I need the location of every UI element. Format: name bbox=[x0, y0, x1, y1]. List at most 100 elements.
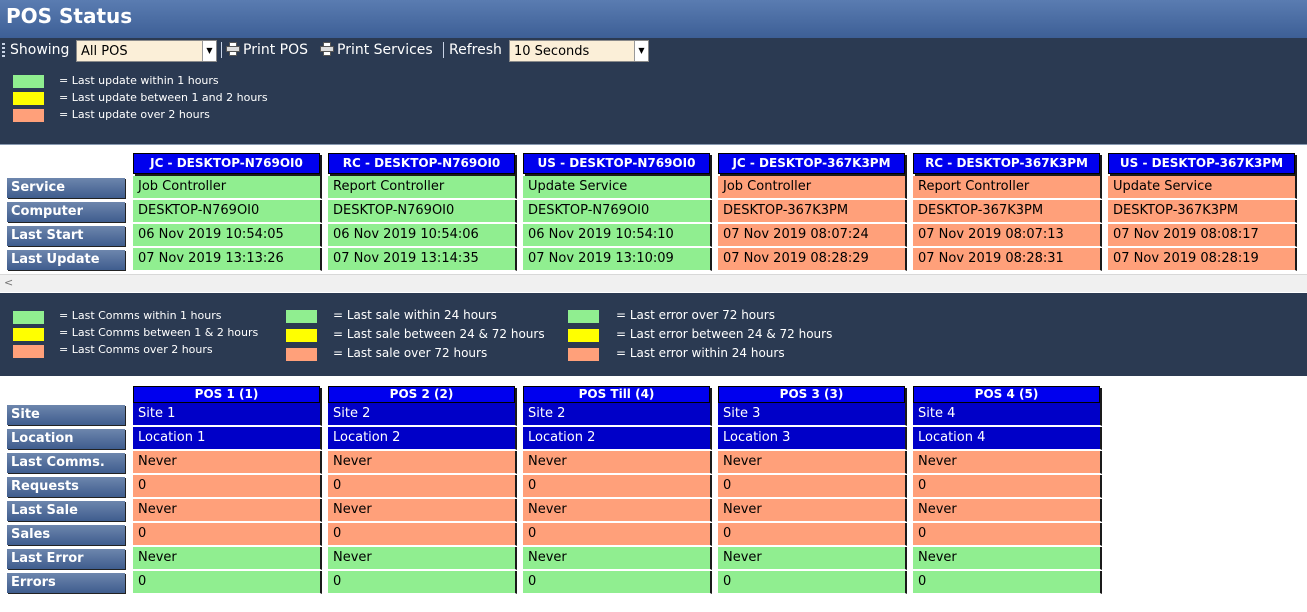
service-cell: 07 Nov 2019 08:07:13 bbox=[913, 224, 1102, 247]
legend-text: = Last sale within 24 hours bbox=[333, 308, 497, 322]
column-header: JC - DESKTOP-N769OI0 bbox=[133, 153, 320, 174]
printer-icon bbox=[320, 42, 334, 56]
refresh-select-value: 10 Seconds bbox=[514, 44, 590, 59]
pos-cell: Never bbox=[523, 499, 712, 522]
refresh-interval-select[interactable]: 10 Seconds ▼ bbox=[509, 40, 649, 62]
legend-text: = Last update over 2 hours bbox=[59, 108, 210, 121]
row-header: Last Start bbox=[7, 226, 125, 246]
service-cell: Report Controller bbox=[328, 176, 517, 199]
print-services-button[interactable]: Print Services bbox=[320, 42, 433, 58]
pos-cell: Never bbox=[133, 499, 322, 522]
service-cell: 07 Nov 2019 13:13:26 bbox=[133, 248, 322, 271]
row-header: Last Error bbox=[7, 549, 125, 569]
printer-icon bbox=[226, 42, 240, 56]
legend-swatch bbox=[286, 310, 317, 323]
print-services-label: Print Services bbox=[337, 42, 433, 58]
pos-cell: Location 2 bbox=[523, 427, 712, 450]
scroll-left-icon[interactable]: < bbox=[4, 276, 14, 289]
service-cell: Update Service bbox=[1108, 176, 1297, 199]
row-header: Requests bbox=[7, 477, 125, 497]
pos-cell: Never bbox=[718, 451, 907, 474]
pos-cell: Never bbox=[718, 547, 907, 570]
pos-cell: 0 bbox=[328, 523, 517, 546]
service-cell: 06 Nov 2019 10:54:10 bbox=[523, 224, 712, 247]
service-cell: 07 Nov 2019 13:14:35 bbox=[328, 248, 517, 271]
pos-cell: 0 bbox=[523, 571, 712, 594]
pos-cell: Site 2 bbox=[328, 403, 517, 426]
service-cell: DESKTOP-N769OI0 bbox=[523, 200, 712, 223]
column-header: JC - DESKTOP-367K3PM bbox=[718, 153, 905, 174]
legend-swatch bbox=[568, 310, 599, 323]
service-cell: DESKTOP-367K3PM bbox=[718, 200, 907, 223]
legend-swatch bbox=[13, 328, 44, 341]
pos-cell: 0 bbox=[913, 571, 1102, 594]
row-header: Location bbox=[7, 429, 125, 449]
legend-text: = Last Comms within 1 hours bbox=[59, 309, 222, 322]
row-header: Sales bbox=[7, 525, 125, 545]
legend-text: = Last sale over 72 hours bbox=[333, 346, 488, 360]
title-bar: POS Status bbox=[0, 0, 1307, 38]
row-header: Service bbox=[7, 178, 125, 198]
pos-cell: Never bbox=[718, 499, 907, 522]
horizontal-scrollbar[interactable]: < bbox=[0, 274, 1307, 292]
legend-text: = Last Comms over 2 hours bbox=[59, 343, 213, 356]
service-cell: 07 Nov 2019 08:28:31 bbox=[913, 248, 1102, 271]
row-header: Last Sale bbox=[7, 501, 125, 521]
column-header: US - DESKTOP-N769OI0 bbox=[523, 153, 710, 174]
legend-text: = Last error over 72 hours bbox=[616, 308, 775, 322]
pos-cell: 0 bbox=[328, 571, 517, 594]
legend-swatch bbox=[13, 92, 44, 105]
showing-label: Showing bbox=[10, 42, 70, 58]
pos-cell: Never bbox=[913, 499, 1102, 522]
pos-cell: Never bbox=[913, 547, 1102, 570]
legend-text: = Last Comms between 1 & 2 hours bbox=[59, 326, 259, 339]
column-header: RC - DESKTOP-N769OI0 bbox=[328, 153, 515, 174]
pos-cell: 0 bbox=[328, 475, 517, 498]
service-cell: DESKTOP-N769OI0 bbox=[133, 200, 322, 223]
pos-cell: Never bbox=[133, 451, 322, 474]
column-header: US - DESKTOP-367K3PM bbox=[1108, 153, 1295, 174]
pos-cell: Site 3 bbox=[718, 403, 907, 426]
legend-swatch bbox=[568, 329, 599, 342]
column-header: RC - DESKTOP-367K3PM bbox=[913, 153, 1100, 174]
pos-cell: 0 bbox=[133, 475, 322, 498]
pos-cell: Site 1 bbox=[133, 403, 322, 426]
service-cell: 07 Nov 2019 08:08:17 bbox=[1108, 224, 1297, 247]
toolbar-divider bbox=[443, 42, 444, 58]
legend-text: = Last sale between 24 & 72 hours bbox=[333, 327, 545, 341]
service-cell: 07 Nov 2019 08:28:19 bbox=[1108, 248, 1297, 271]
service-cell: 06 Nov 2019 10:54:05 bbox=[133, 224, 322, 247]
pos-cell: Never bbox=[523, 451, 712, 474]
row-header: Errors bbox=[7, 573, 125, 593]
pos-cell: Never bbox=[913, 451, 1102, 474]
pos-cell: 0 bbox=[913, 523, 1102, 546]
service-cell: 07 Nov 2019 08:28:29 bbox=[718, 248, 907, 271]
pos-cell: 0 bbox=[133, 571, 322, 594]
refresh-label: Refresh bbox=[449, 42, 502, 58]
pos-cell: Never bbox=[328, 451, 517, 474]
pos-legend: = Last Comms within 1 hours = Last Comms … bbox=[0, 293, 1307, 376]
showing-select-value: All POS bbox=[81, 44, 128, 59]
service-legend: = Last update within 1 hours = Last updat… bbox=[0, 63, 1307, 145]
service-cell: Job Controller bbox=[718, 176, 907, 199]
print-pos-button[interactable]: Print POS bbox=[226, 42, 308, 58]
showing-select[interactable]: All POS ▼ bbox=[76, 40, 217, 62]
pos-cell: Never bbox=[328, 499, 517, 522]
toolbar-grip-handle[interactable] bbox=[2, 43, 5, 57]
row-header: Last Update bbox=[7, 250, 125, 270]
pos-cell: Location 2 bbox=[328, 427, 517, 450]
legend-swatch bbox=[13, 345, 44, 358]
service-cell: DESKTOP-367K3PM bbox=[913, 200, 1102, 223]
row-header: Last Comms. bbox=[7, 453, 125, 473]
pos-cell: 0 bbox=[133, 523, 322, 546]
column-header: POS 1 (1) bbox=[133, 386, 320, 403]
legend-swatch bbox=[286, 329, 317, 342]
pos-cell: 0 bbox=[718, 571, 907, 594]
legend-text: = Last update within 1 hours bbox=[59, 74, 219, 87]
pos-cell: Never bbox=[328, 547, 517, 570]
service-cell: Update Service bbox=[523, 176, 712, 199]
chevron-down-icon[interactable]: ▼ bbox=[202, 41, 216, 61]
chevron-down-icon[interactable]: ▼ bbox=[634, 41, 648, 61]
pos-cell: 0 bbox=[913, 475, 1102, 498]
column-header: POS Till (4) bbox=[523, 386, 710, 403]
